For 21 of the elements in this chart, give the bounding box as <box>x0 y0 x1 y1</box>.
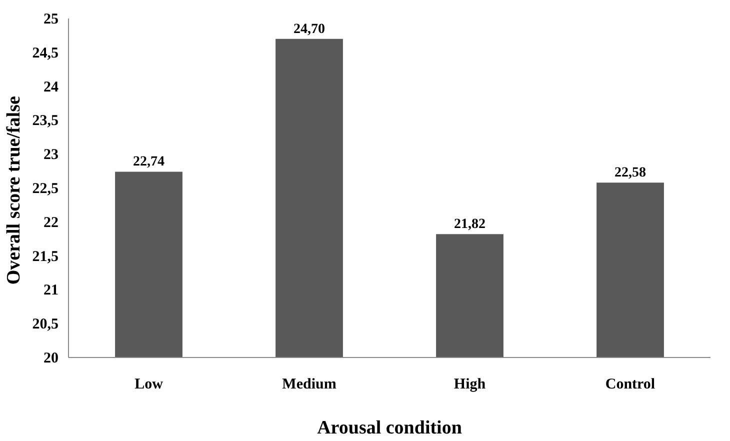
y-tick-label: 24,5 <box>32 45 58 62</box>
data-label: 22,74 <box>133 154 164 170</box>
y-tick-label: 22 <box>44 214 58 231</box>
x-tick-label: Medium <box>282 376 337 392</box>
y-tick-label: 23 <box>44 147 58 164</box>
y-tick-label: 20,5 <box>32 316 58 333</box>
y-tick-label: 22,5 <box>32 181 58 197</box>
y-axis-title: Overall score true/false <box>3 96 24 285</box>
y-tick-label: 23,5 <box>32 113 58 130</box>
data-label: 22,58 <box>614 166 646 181</box>
y-tick-label: 21 <box>44 282 58 299</box>
y-tick-label: 25 <box>44 12 58 28</box>
y-tick-label: 21,5 <box>32 248 58 265</box>
x-axis-title: Arousal condition <box>317 418 462 438</box>
x-tick-label: Control <box>605 376 656 392</box>
data-label: 21,82 <box>454 217 486 232</box>
y-tick-label: 24 <box>44 79 59 96</box>
data-label: 24,70 <box>294 22 325 37</box>
x-tick-label: High <box>454 376 486 392</box>
y-tick-label: 20 <box>44 350 58 366</box>
x-tick-label: Low <box>134 376 164 392</box>
